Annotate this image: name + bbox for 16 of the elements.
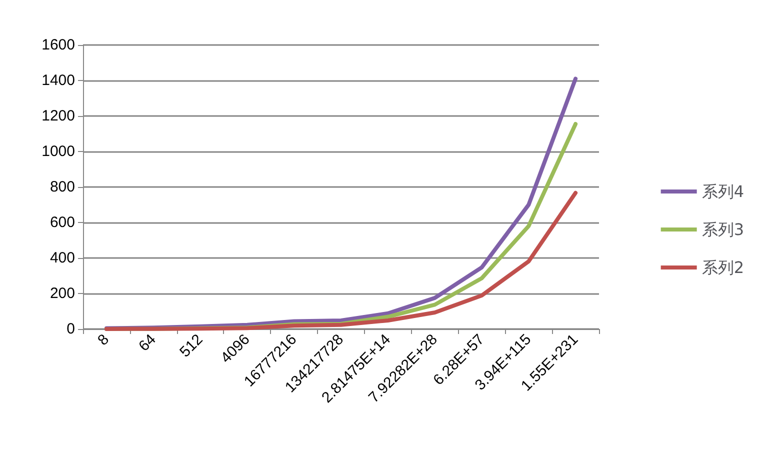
y-tick-label: 1000 bbox=[42, 143, 75, 160]
y-tick-label: 400 bbox=[50, 250, 75, 266]
x-tick-label: 8 bbox=[94, 330, 112, 349]
x-tick-label: 64 bbox=[136, 330, 160, 355]
y-tick-label: 200 bbox=[50, 285, 75, 302]
line-series bbox=[104, 190, 578, 331]
y-tick-label: 600 bbox=[50, 214, 75, 231]
y-tick-label: 0 bbox=[66, 320, 75, 338]
legend-label: 系列3 bbox=[702, 220, 744, 239]
y-tick-label: 1200 bbox=[42, 108, 75, 124]
y-tick-label: 800 bbox=[50, 178, 75, 196]
y-tick-label: 1400 bbox=[42, 72, 75, 89]
legend-label: 系列2 bbox=[702, 258, 744, 277]
legend-label: 系列4 bbox=[702, 182, 744, 201]
y-tick-label: 1600 bbox=[42, 36, 75, 54]
x-tick-label: 512 bbox=[176, 330, 206, 361]
